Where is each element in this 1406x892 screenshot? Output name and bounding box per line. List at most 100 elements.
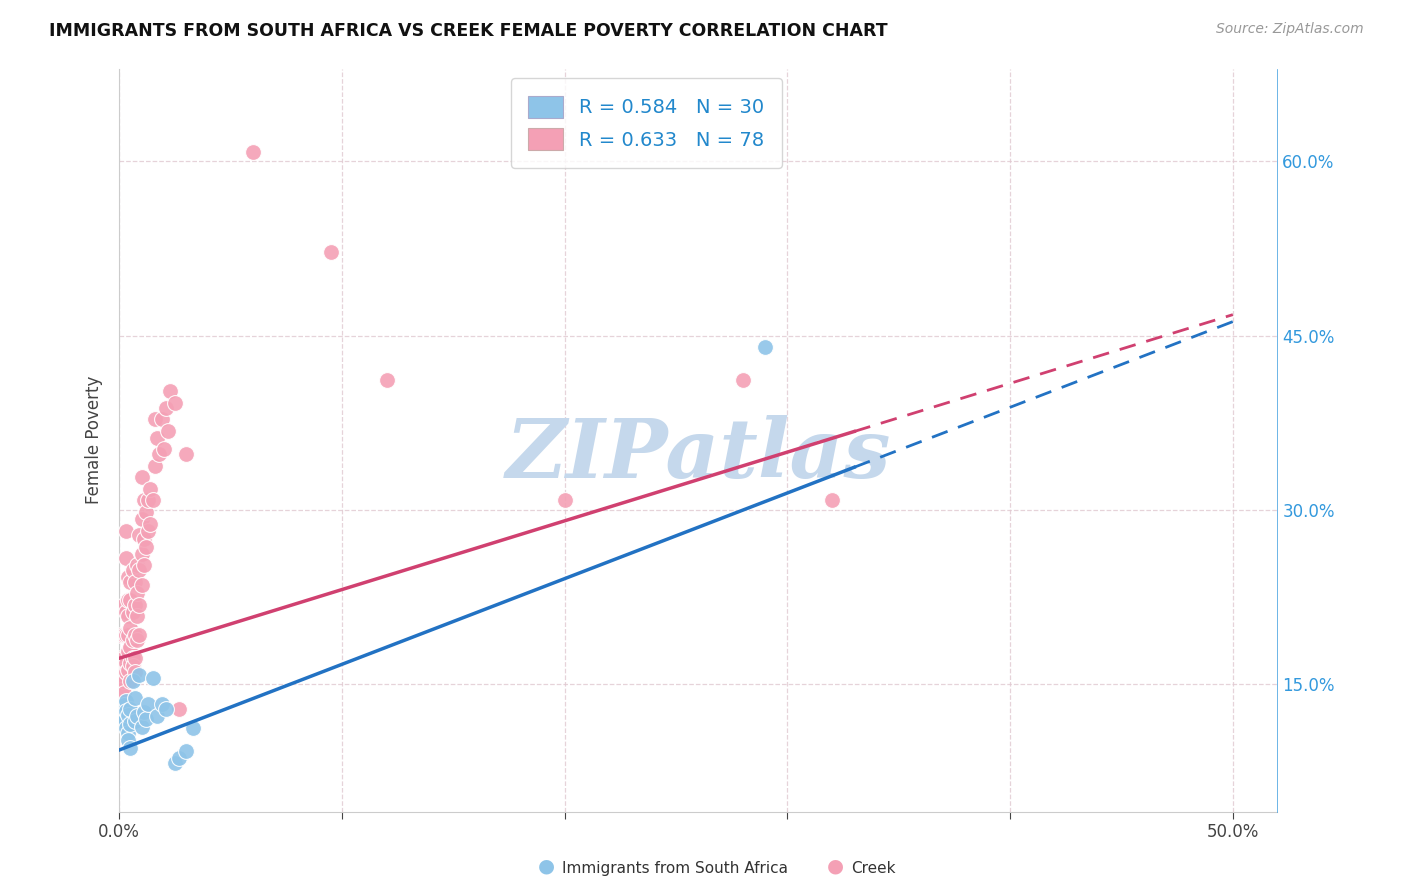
Point (112, 628, 135, 642)
Point (143, 412, 166, 426)
Point (150, 412, 173, 426)
Point (115, 656, 138, 670)
Point (127, 586, 149, 600)
Point (115, 704, 138, 718)
Point (155, 401, 177, 415)
Point (242, 145, 264, 160)
Point (115, 524, 138, 538)
Point (117, 708, 139, 723)
Point (554, 493, 576, 508)
Point (148, 447, 170, 461)
Point (128, 628, 150, 642)
Point (121, 632, 143, 647)
Point (375, 373, 398, 387)
Point (132, 493, 155, 508)
Point (124, 598, 146, 612)
Point (136, 493, 159, 508)
Point (124, 628, 146, 642)
Point (124, 651, 146, 665)
Point (754, 340, 776, 354)
Point (135, 505, 157, 519)
Point (120, 702, 142, 716)
Point (142, 493, 165, 508)
Point (142, 671, 165, 685)
Point (163, 756, 186, 770)
Point (127, 632, 149, 647)
Point (139, 516, 162, 531)
Point (120, 593, 142, 607)
Point (117, 593, 139, 607)
Point (121, 605, 143, 619)
Text: ●: ● (827, 857, 844, 876)
Point (136, 697, 159, 711)
Point (124, 690, 146, 705)
Point (169, 702, 191, 716)
Point (110, 682, 132, 697)
Point (174, 744, 197, 758)
Point (319, 244, 342, 259)
Point (124, 714, 146, 728)
Point (120, 640, 142, 654)
Point (115, 628, 138, 642)
Point (121, 651, 143, 665)
Point (121, 674, 143, 689)
Point (131, 470, 153, 484)
Point (117, 732, 139, 747)
Text: Source: ZipAtlas.com: Source: ZipAtlas.com (1216, 22, 1364, 37)
Point (155, 702, 177, 716)
Legend: R = 0.584   N = 30, R = 0.633   N = 78: R = 0.584 N = 30, R = 0.633 N = 78 (510, 78, 782, 168)
Point (117, 609, 139, 624)
Point (731, 373, 754, 387)
Point (112, 651, 135, 665)
Point (112, 598, 135, 612)
Point (110, 628, 132, 642)
Point (131, 512, 153, 526)
Point (169, 751, 191, 765)
Point (112, 714, 135, 728)
Point (110, 651, 132, 665)
Point (120, 621, 142, 635)
Point (120, 717, 142, 731)
Text: Creek: Creek (851, 861, 896, 876)
Point (131, 578, 153, 592)
Point (157, 424, 180, 438)
Point (112, 663, 135, 677)
Point (117, 725, 139, 739)
Point (181, 721, 204, 735)
Point (128, 667, 150, 681)
Point (117, 570, 139, 584)
Point (146, 431, 169, 445)
Point (110, 712, 132, 726)
Point (117, 644, 139, 658)
Point (128, 528, 150, 542)
Point (115, 721, 138, 735)
Point (110, 674, 132, 689)
Point (146, 709, 169, 723)
Point (117, 663, 139, 677)
Text: ZIPatlas: ZIPatlas (506, 415, 891, 495)
Text: IMMIGRANTS FROM SOUTH AFRICA VS CREEK FEMALE POVERTY CORRELATION CHART: IMMIGRANTS FROM SOUTH AFRICA VS CREEK FE… (49, 22, 887, 40)
Text: ●: ● (538, 857, 555, 876)
Point (115, 665, 138, 680)
Point (135, 712, 157, 726)
Point (112, 698, 135, 712)
Point (115, 605, 138, 619)
Point (139, 482, 162, 496)
Point (124, 665, 146, 680)
Point (132, 705, 155, 719)
Point (112, 674, 135, 689)
Point (821, 493, 844, 508)
Point (135, 540, 157, 554)
Point (128, 598, 150, 612)
Point (159, 384, 181, 399)
Point (124, 574, 146, 589)
Text: Immigrants from South Africa: Immigrants from South Africa (562, 861, 789, 876)
Point (132, 558, 155, 573)
Point (143, 458, 166, 473)
Point (121, 563, 143, 577)
Point (127, 609, 149, 624)
Point (132, 532, 155, 546)
Point (120, 740, 142, 755)
Point (120, 574, 142, 589)
Point (127, 558, 149, 573)
